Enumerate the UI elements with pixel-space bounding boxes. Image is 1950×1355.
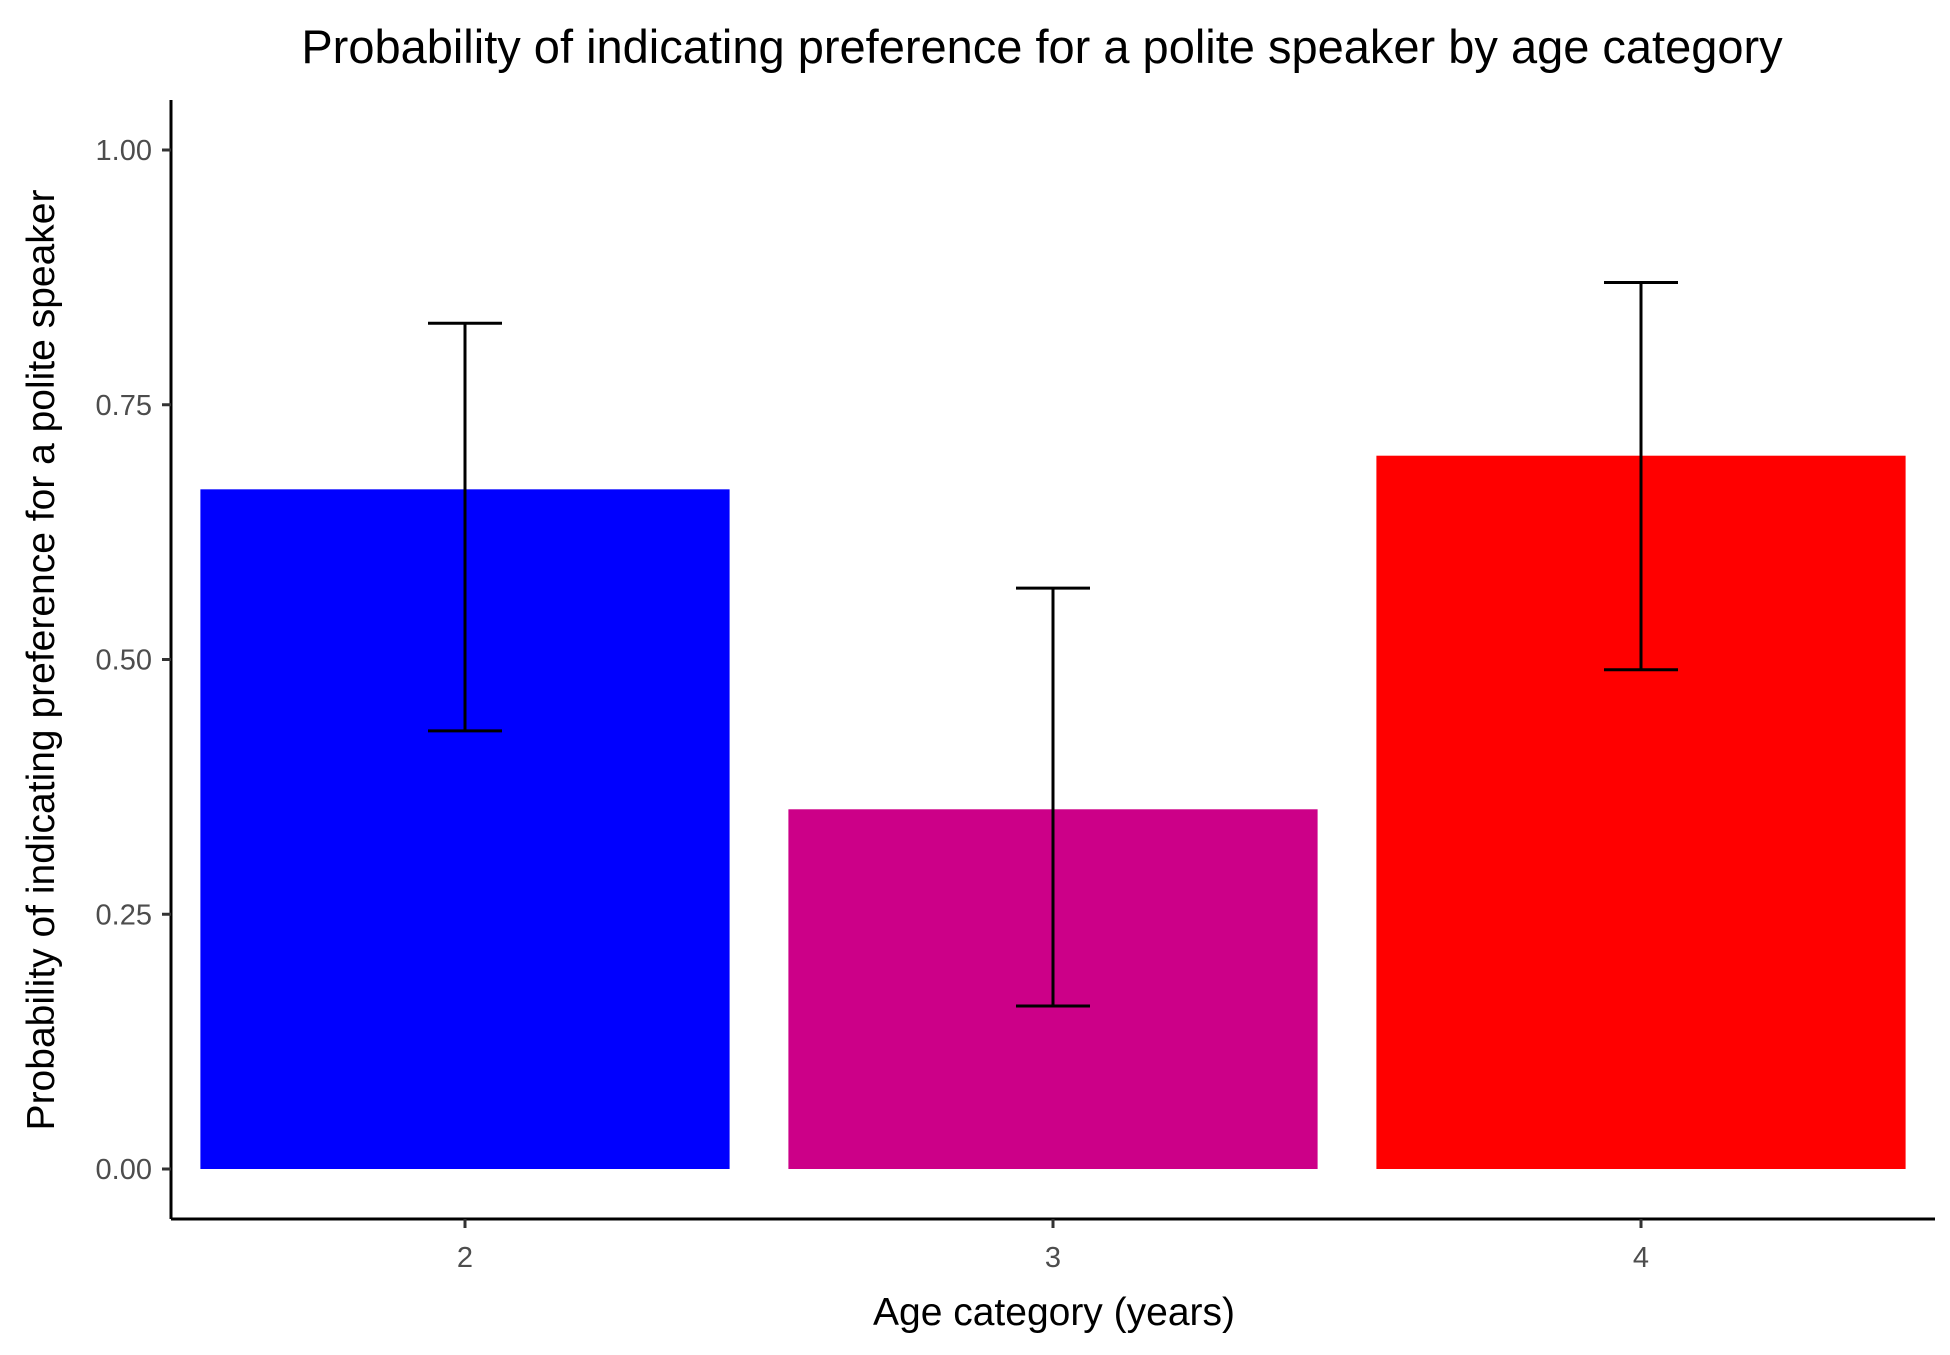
x-ticks-layer: 2 3 4 [457,1219,1649,1274]
x-tick-label: 4 [1633,1242,1649,1274]
y-tick-label: 0.25 [96,899,152,931]
error-bar-4 [1604,280,1678,672]
y-tick-label: 0.75 [96,390,152,422]
x-tick-label: 2 [457,1242,473,1274]
x-tick-label: 3 [1045,1242,1061,1274]
x-axis-title: Age category (years) [873,1291,1235,1334]
y-tick-label: 1.00 [96,135,152,167]
y-tick-label: 0.00 [96,1154,152,1186]
y-axis-title: Probability of indicating preference for… [20,190,63,1131]
y-tick-label: 0.50 [96,645,152,677]
error-bars-layer [428,280,1678,1008]
chart-title: Probability of indicating preference for… [301,20,1783,73]
error-bar-3 [1016,586,1090,1008]
error-bar-2 [428,321,502,733]
y-ticks-layer: 0.00 0.25 0.50 0.75 1.00 [96,135,171,1186]
